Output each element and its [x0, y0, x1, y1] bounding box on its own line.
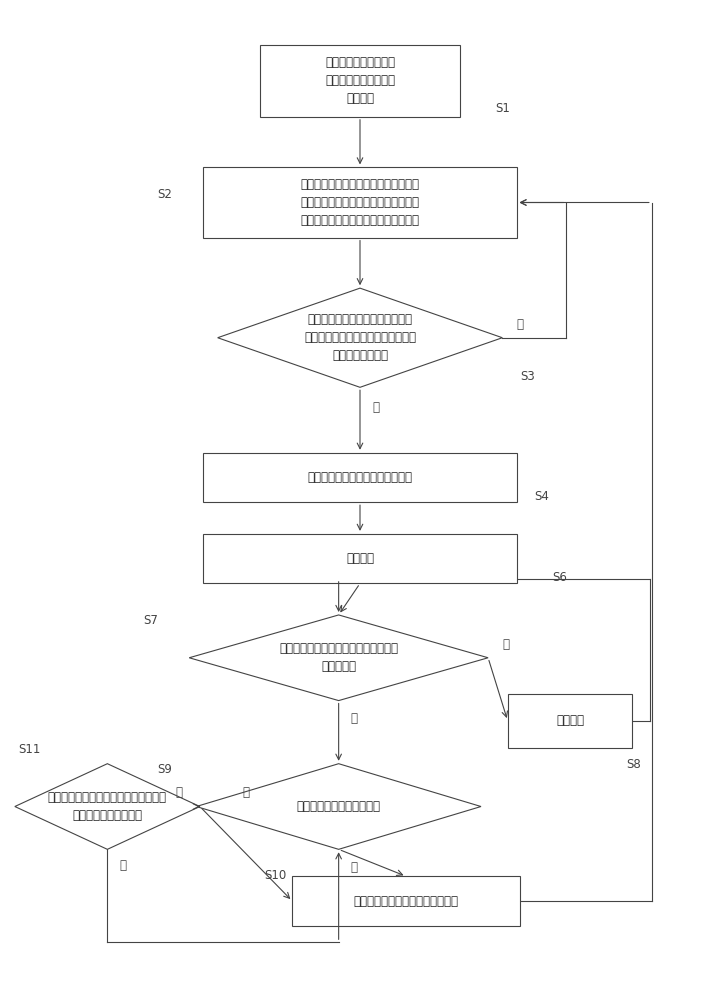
Polygon shape [15, 764, 200, 849]
Text: 否: 否 [351, 861, 358, 874]
FancyBboxPatch shape [204, 534, 516, 583]
Polygon shape [189, 615, 488, 701]
Text: 继续计时: 继续计时 [556, 714, 584, 727]
FancyBboxPatch shape [261, 45, 459, 117]
Text: 判断等待区域的行人数量是否超过
预设数量，或者首个行人等待的时间
是否超过预设时间: 判断等待区域的行人数量是否超过 预设数量，或者首个行人等待的时间 是否超过预设时… [304, 313, 416, 362]
Text: S4: S4 [534, 490, 549, 503]
Text: 判断当前绿灯维持时间是否大于最小绿
灯时间阈值: 判断当前绿灯维持时间是否大于最小绿 灯时间阈值 [279, 642, 398, 673]
Text: 是: 是 [372, 401, 379, 414]
Text: 将行人交通信号灯切换至绿灯状态: 将行人交通信号灯切换至绿灯状态 [307, 471, 413, 484]
Text: 采集人行横道外的等待
区域和行人横道的行人
视频图像: 采集人行横道外的等待 区域和行人横道的行人 视频图像 [325, 56, 395, 105]
Text: S10: S10 [264, 869, 286, 882]
FancyBboxPatch shape [204, 453, 516, 502]
Text: S2: S2 [157, 188, 172, 201]
Text: 是: 是 [243, 786, 250, 799]
FancyBboxPatch shape [292, 876, 520, 926]
Text: S3: S3 [520, 370, 535, 383]
Text: 继续计时，判断当前绿灯维持时间是否
大于最大绿灯时间阈值: 继续计时，判断当前绿灯维持时间是否 大于最大绿灯时间阈值 [48, 791, 167, 822]
Text: S9: S9 [157, 763, 172, 776]
Text: 否: 否 [503, 638, 509, 651]
Polygon shape [217, 288, 503, 387]
FancyBboxPatch shape [508, 694, 632, 748]
Text: 是: 是 [175, 786, 182, 799]
FancyBboxPatch shape [204, 167, 516, 238]
Polygon shape [197, 764, 481, 849]
Text: 否: 否 [517, 318, 523, 331]
Text: S1: S1 [495, 102, 510, 115]
Text: S8: S8 [626, 758, 642, 771]
Text: S11: S11 [19, 743, 41, 756]
Text: 开始计时: 开始计时 [346, 552, 374, 565]
Text: S6: S6 [552, 571, 567, 584]
Text: 将行人交通信号灯切换至红灯状态: 将行人交通信号灯切换至红灯状态 [354, 895, 459, 908]
Text: 判断人行横道是否存在行人: 判断人行横道是否存在行人 [297, 800, 381, 813]
Text: 否: 否 [120, 859, 127, 872]
Text: 是: 是 [351, 712, 358, 725]
Text: 在行人交通信号灯处于红灯状态时，根
据行人视频图像计算获取等待区域行人
数量，并在获取到首个行人时进行计时: 在行人交通信号灯处于红灯状态时，根 据行人视频图像计算获取等待区域行人 数量，并… [300, 178, 420, 227]
Text: S7: S7 [143, 614, 158, 627]
